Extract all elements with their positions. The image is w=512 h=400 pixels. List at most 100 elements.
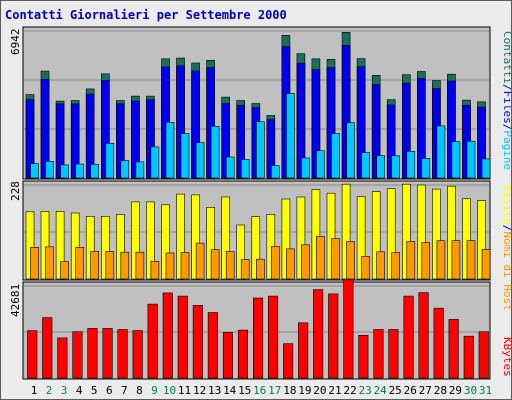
x-tick-label: 20 [313,384,326,397]
files-bar [146,99,155,179]
sites-bar [316,236,325,280]
kbytes-bar [388,329,399,379]
pages-bar [90,164,99,179]
legend-entry: KBytes [501,337,511,377]
kbytes-bar [132,330,143,379]
files-bar [296,62,306,179]
sites-bar [301,244,310,280]
files-bar [101,80,110,179]
sites-bar [30,247,39,280]
top-bars [25,31,491,179]
visits-bar [40,211,50,280]
kbytes-bar [283,343,294,379]
files-bar [266,119,276,179]
kbytes-bar [313,289,324,379]
kbytes-bar [147,303,158,379]
pages-bar [30,163,39,179]
x-tick-label: 8 [136,384,143,397]
visits-bar [116,214,125,280]
sites-bar [120,251,130,280]
top-ymax-label: 6942 [9,29,22,56]
kbytes-bar [192,305,203,379]
sites-bar [195,242,205,280]
sites-bar [60,261,69,280]
files-bar [341,45,351,179]
visits-bar [326,192,336,280]
visits-bar [311,189,321,280]
x-tick-label: 30 [464,384,477,397]
sites-bar [90,251,99,280]
sites-bar [451,240,461,280]
pages-bar [331,133,340,179]
visits-bar [236,224,245,280]
top-legend: Contatti/Files/Pagine [501,31,511,170]
legend-entry: Pagine [501,130,511,170]
sites-bar [210,249,220,280]
x-tick-label: 17 [268,384,281,397]
visits-bar [341,183,351,280]
sites-bar [180,252,190,280]
x-tick-label: 29 [449,384,462,397]
kbytes-bar [87,328,98,379]
kbytes-bar [253,297,264,379]
kbytes-bar [57,337,68,379]
kbytes-bar [418,292,429,379]
visits-bar [281,198,291,280]
files-bar [416,78,426,179]
kbytes-bar [358,334,369,379]
visits-bar [161,204,170,280]
kbytes-bar [27,330,38,379]
legend-entry: Files [501,91,511,124]
x-tick-label: 3 [61,384,68,397]
x-tick-label: 23 [358,384,371,397]
sites-bar [105,251,115,280]
sites-bar [406,241,416,280]
x-tick-label: 18 [283,384,296,397]
pages-bar [301,157,310,179]
visits-bar [296,196,306,280]
kbytes-bar [237,329,248,379]
sites-bar [165,252,175,280]
kbytes-bar [207,312,218,379]
visits-bar [416,184,426,280]
sites-bar [391,252,401,280]
pages-bar [135,161,145,179]
kbytes-bar [373,329,384,379]
x-tick-label: 15 [238,384,251,397]
sites-bar [331,238,340,280]
pages-bar [240,159,250,179]
files-bar [55,103,65,179]
bottom-legend: KBytes [501,337,511,377]
visits-bar [25,211,35,280]
pages-bar [406,151,416,179]
pages-bar [150,146,160,179]
pages-bar [286,93,295,179]
files-bar [356,66,366,179]
kbytes-bar [177,295,188,379]
files-bar [116,103,125,179]
legend-entry: Visite [501,185,511,225]
bottom-bars [27,279,489,379]
sites-bar [481,249,491,280]
visits-bar [146,201,155,280]
sites-bar [225,251,235,280]
x-tick-label: 10 [163,384,176,397]
sites-bar [135,251,145,280]
x-tick-label: 7 [121,384,128,397]
visits-bar [101,216,110,280]
kbytes-bar [162,292,173,379]
files-bar [25,99,35,179]
middle-bars [25,183,491,280]
pages-bar [361,152,370,179]
kbytes-bar [267,295,279,379]
pages-bar [481,158,491,179]
files-bar [371,84,381,179]
files-bar [326,67,336,179]
files-bar [236,104,245,179]
visits-bar [176,193,185,280]
chart-title: Contatti Giornalieri per Settembre 2000 [5,8,287,22]
files-bar [221,103,230,179]
visits-bar [221,196,230,280]
visits-bar [85,216,95,280]
visits-bar [206,207,215,280]
